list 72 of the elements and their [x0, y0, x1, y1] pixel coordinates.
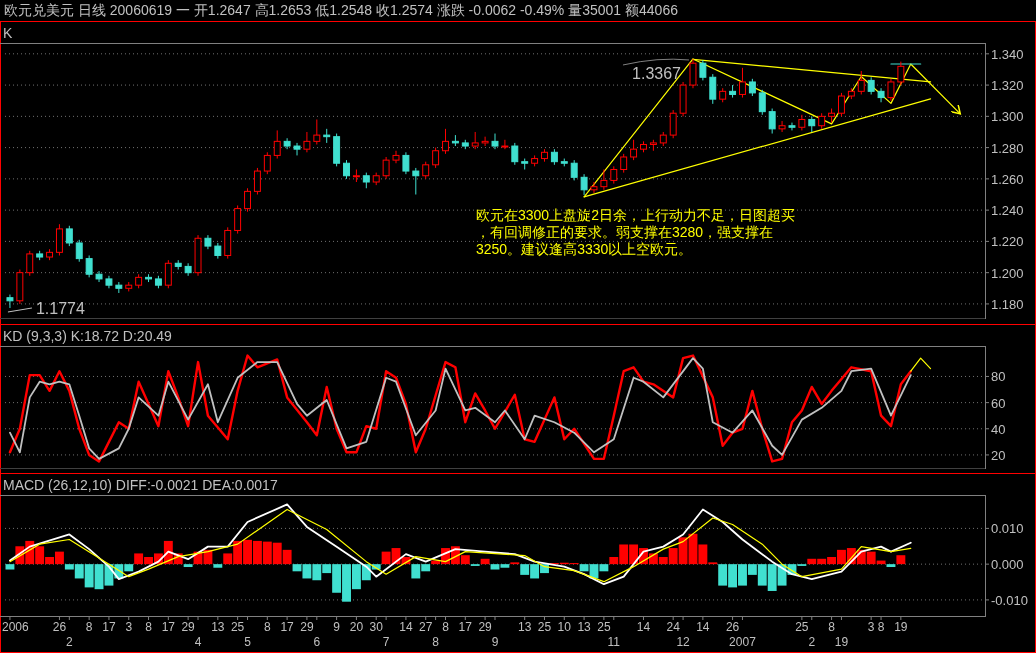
x-tick-label: 13 — [518, 620, 532, 634]
x-tick-label: 9 — [333, 620, 341, 634]
x-tick-label: 8 — [877, 620, 885, 634]
x-tick-label: 17 — [280, 620, 295, 634]
x-tick-label: 8 — [85, 620, 93, 634]
x-tick-label: 2007 — [729, 635, 757, 649]
x-tick-label: 9 — [491, 635, 499, 649]
x-tick-label: 2 — [808, 635, 816, 649]
x-tick-label: 8 — [828, 620, 836, 634]
x-tick-label: 3 — [125, 620, 133, 634]
y-tick-label: 20 — [991, 447, 1006, 463]
x-tick-label: 10 — [557, 620, 572, 634]
x-tick-label: 17 — [161, 620, 176, 634]
x-tick-label: 2006 — [2, 620, 30, 634]
x-tick-label: 13 — [577, 620, 592, 634]
annotation: 3250。建议逢高3330以上空欧元。 — [476, 241, 693, 257]
x-tick-label: 29 — [478, 620, 493, 634]
x-tick-label: 25 — [230, 620, 245, 634]
x-tick-label: 8 — [442, 620, 450, 634]
x-tick-label: 20 — [349, 620, 364, 634]
x-tick-label: 8 — [145, 620, 153, 634]
x-tick-label: 19 — [894, 620, 908, 634]
y-tick-label: 1.280 — [991, 140, 1024, 156]
y-tick-label: -0.010 — [991, 592, 1028, 608]
x-tick-label: 25 — [597, 620, 611, 634]
x-tick-label: 30 — [369, 620, 384, 634]
x-tick-label: 11 — [607, 635, 621, 649]
y-tick-label: 1.200 — [991, 265, 1024, 281]
x-tick-label: 26 — [725, 620, 740, 634]
x-tick-label: 29 — [181, 620, 196, 634]
x-tick-label: 25 — [537, 620, 552, 634]
x-tick-label: 17 — [458, 620, 473, 634]
x-tick-label: 5 — [244, 635, 252, 649]
x-tick-label: 14 — [696, 620, 710, 634]
y-tick-label: 60 — [991, 395, 1006, 411]
x-tick-label: 13 — [211, 620, 225, 634]
chart-title: KD (9,3,3) K:18.72 D:20.49 — [3, 328, 173, 344]
y-tick-label: 0.000 — [991, 557, 1024, 573]
y-tick-label: 0.010 — [991, 521, 1024, 537]
x-tick-label: 25 — [795, 620, 809, 634]
x-tick-label: 2 — [66, 635, 73, 649]
x-tick-label: 4 — [194, 635, 202, 649]
y-tick-label: 1.260 — [991, 171, 1024, 187]
chart-title: MACD (26,12,10) DIFF:-0.0021 DEA:0.0017 — [3, 477, 278, 493]
x-tick-label: 8 — [432, 635, 440, 649]
x-tick-label: 6 — [313, 635, 321, 649]
x-tick-label: 29 — [300, 620, 314, 634]
y-tick-label: 1.180 — [991, 296, 1024, 312]
annotation: 1.3367 — [632, 64, 682, 82]
y-tick-label: 1.240 — [991, 203, 1024, 219]
chart-subtitle: K — [3, 25, 13, 41]
x-tick-label: 12 — [676, 635, 691, 649]
y-tick-label: 1.320 — [991, 78, 1024, 94]
x-tick-label: 19 — [834, 635, 849, 649]
x-tick-label: 7 — [382, 635, 390, 649]
x-tick-label: 24 — [666, 620, 681, 634]
y-tick-label: 1.340 — [991, 46, 1024, 62]
x-tick-label: 14 — [399, 620, 413, 634]
x-tick-label: 26 — [52, 620, 67, 634]
x-tick-label: 8 — [263, 620, 271, 634]
chart-title: 欧元兑美元 日线 20060619 一 开1.2647 高1.2653 低1.2548 收1.2574 涨跌 -0.0062 -0.49% 量35001 额44066 — [4, 2, 679, 18]
annotation: 欧元在3300上盘旋2日余，上行动力不足，日图超买 — [476, 207, 795, 223]
annotation: 1.1774 — [35, 300, 85, 317]
y-tick-label: 40 — [991, 421, 1006, 437]
y-tick-label: 1.220 — [991, 234, 1024, 250]
y-tick-label: 1.300 — [991, 109, 1024, 125]
x-tick-label: 3 — [867, 620, 875, 634]
x-tick-label: 14 — [636, 620, 651, 634]
y-tick-label: 80 — [991, 369, 1006, 385]
annotation: ，有回调修正的要求。弱支撑在3280，强支撑在 — [476, 224, 774, 240]
x-tick-label: 27 — [419, 620, 433, 634]
x-tick-label: 17 — [102, 620, 116, 634]
